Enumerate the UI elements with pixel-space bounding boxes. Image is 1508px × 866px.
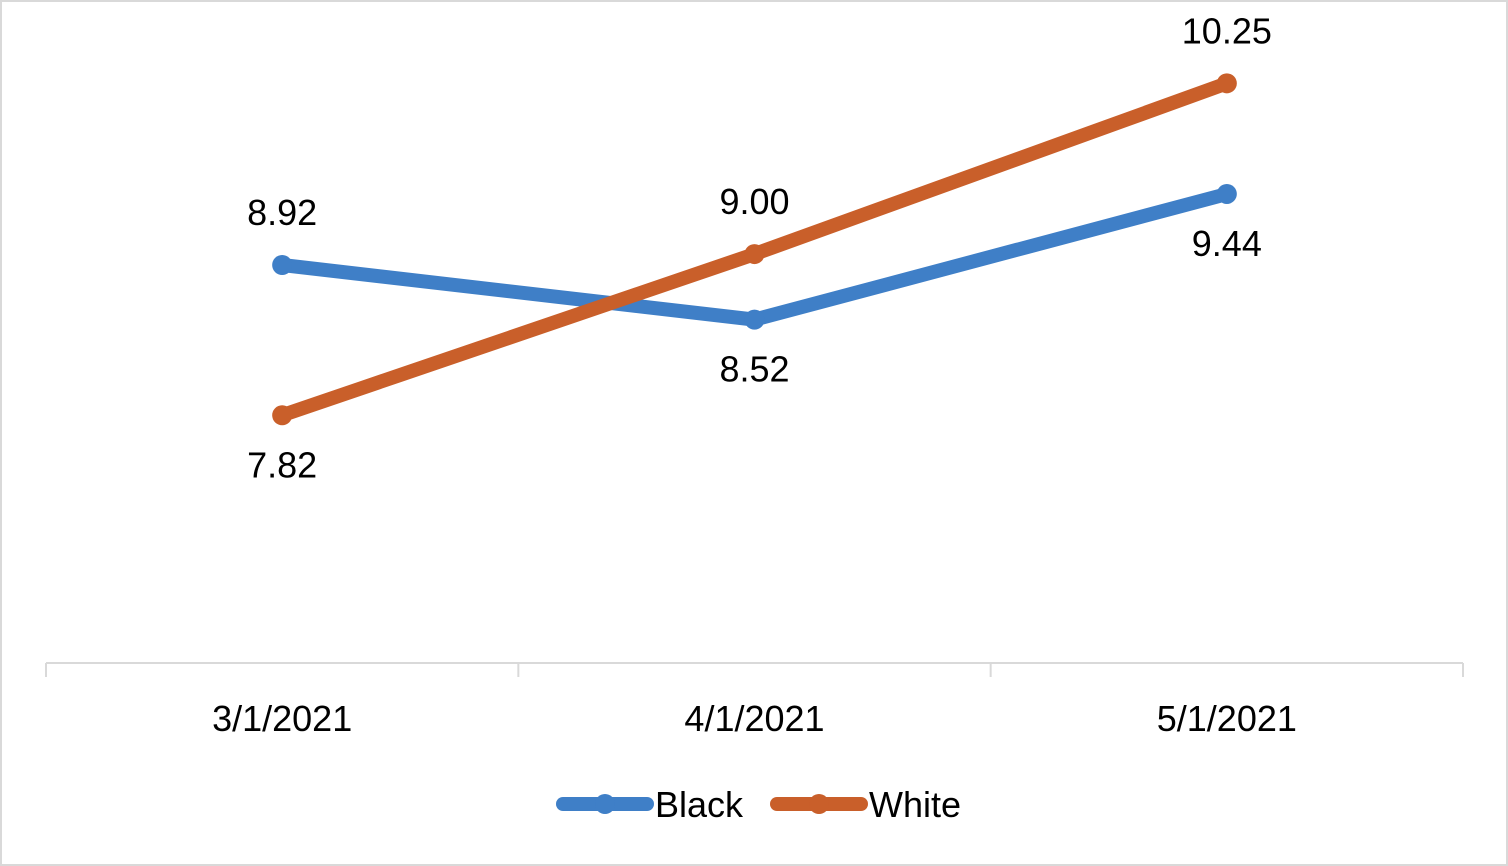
data-label-white: 10.25 (1182, 10, 1272, 51)
data-label-white: 9.00 (719, 181, 789, 222)
data-label-white: 7.82 (247, 444, 317, 485)
data-point-white (272, 405, 293, 426)
series-layer (272, 73, 1237, 426)
data-label-black: 8.92 (247, 192, 317, 233)
data-point-white (744, 244, 765, 265)
x-axis: 3/1/2021 4/1/2021 5/1/2021 (45, 662, 1464, 739)
legend-label: White (869, 784, 961, 825)
legend-item-black: Black (556, 784, 744, 825)
legend-item-white: White (770, 784, 961, 825)
x-tick-label: 3/1/2021 (212, 698, 352, 739)
data-point-black (1216, 183, 1237, 204)
data-point-black (744, 309, 765, 330)
data-point-black (272, 255, 293, 275)
x-tick-label: 4/1/2021 (684, 698, 824, 739)
legend-marker (595, 794, 615, 814)
legend: Black White (556, 784, 961, 825)
data-label-layer: 8.92 8.52 9.44 7.82 9.00 10.25 (247, 10, 1272, 485)
data-label-black: 9.44 (1192, 223, 1262, 264)
legend-label: Black (655, 784, 744, 825)
x-tick-label: 5/1/2021 (1157, 698, 1297, 739)
legend-marker (809, 794, 829, 814)
data-label-black: 8.52 (719, 349, 789, 390)
data-point-white (1216, 73, 1237, 94)
